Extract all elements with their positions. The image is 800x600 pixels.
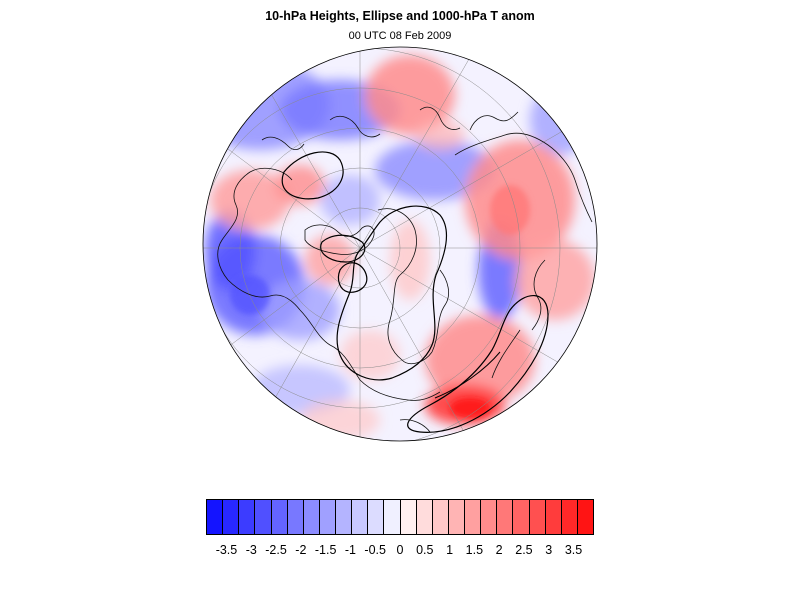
- anomaly-field: [203, 47, 597, 441]
- map-subtitle: 00 UTC 08 Feb 2009: [348, 30, 452, 42]
- colorbar-box: [239, 500, 256, 534]
- colorbar-box: [271, 500, 288, 534]
- colorbar-box: [384, 500, 401, 534]
- colorbar-box: [416, 500, 433, 534]
- colorbar-box: [529, 500, 546, 534]
- colorbar: [206, 499, 594, 535]
- globe-outline: [202, 46, 598, 442]
- colorbar-boxes: [206, 499, 594, 535]
- colorbar-label: -1: [344, 543, 356, 557]
- coastlines: [217, 106, 593, 433]
- colorbar-box: [481, 500, 498, 534]
- colorbar-label: 1.5: [465, 543, 484, 557]
- colorbar-box: [513, 500, 530, 534]
- colorbar-label: 2.5: [515, 543, 533, 557]
- colorbar-label: -2.5: [265, 543, 287, 557]
- colorbar-box: [561, 500, 578, 534]
- colorbar-box: [545, 500, 562, 534]
- height-contours: [281, 151, 549, 433]
- colorbar-box: [207, 500, 224, 534]
- colorbar-box: [400, 500, 417, 534]
- colorbar-label: 0: [396, 543, 404, 557]
- colorbar-label: -1.5: [314, 543, 337, 557]
- colorbar-box: [497, 500, 514, 534]
- colorbar-box: [368, 500, 385, 534]
- colorbar-label: 2: [495, 543, 503, 557]
- colorbar-box: [336, 500, 353, 534]
- colorbar-label: -2: [295, 543, 307, 557]
- colorbar-label: -0.5: [364, 543, 386, 557]
- colorbar-box: [287, 500, 304, 534]
- colorbar-label: 1: [446, 543, 454, 557]
- colorbar-box: [352, 500, 369, 534]
- colorbar-box: [255, 500, 272, 534]
- map-title: 10-hPa Heights, Ellipse and 1000-hPa T a…: [265, 9, 535, 23]
- colorbar-box: [448, 500, 465, 534]
- colorbar-label: 3.5: [564, 543, 583, 557]
- colorbar-box: [303, 500, 320, 534]
- colorbar-box: [319, 500, 336, 534]
- colorbar-label: 3: [545, 543, 553, 557]
- colorbar-label: -3.5: [215, 543, 238, 557]
- colorbar-box: [577, 500, 593, 534]
- colorbar-box: [432, 500, 449, 534]
- colorbar-labels: -3.5 -3 -2.5 -2 -1.5 -1 -0.5 0 0.5 1 1.5 2 2.5 3 3.5: [206, 543, 594, 559]
- anomaly-blobs: [203, 55, 595, 440]
- colorbar-box: [465, 500, 482, 534]
- colorbar-box: [223, 500, 240, 534]
- colorbar-label: 0.5: [416, 543, 434, 557]
- colorbar-label: -3: [245, 543, 257, 557]
- lat-lon-grid: [203, 47, 597, 441]
